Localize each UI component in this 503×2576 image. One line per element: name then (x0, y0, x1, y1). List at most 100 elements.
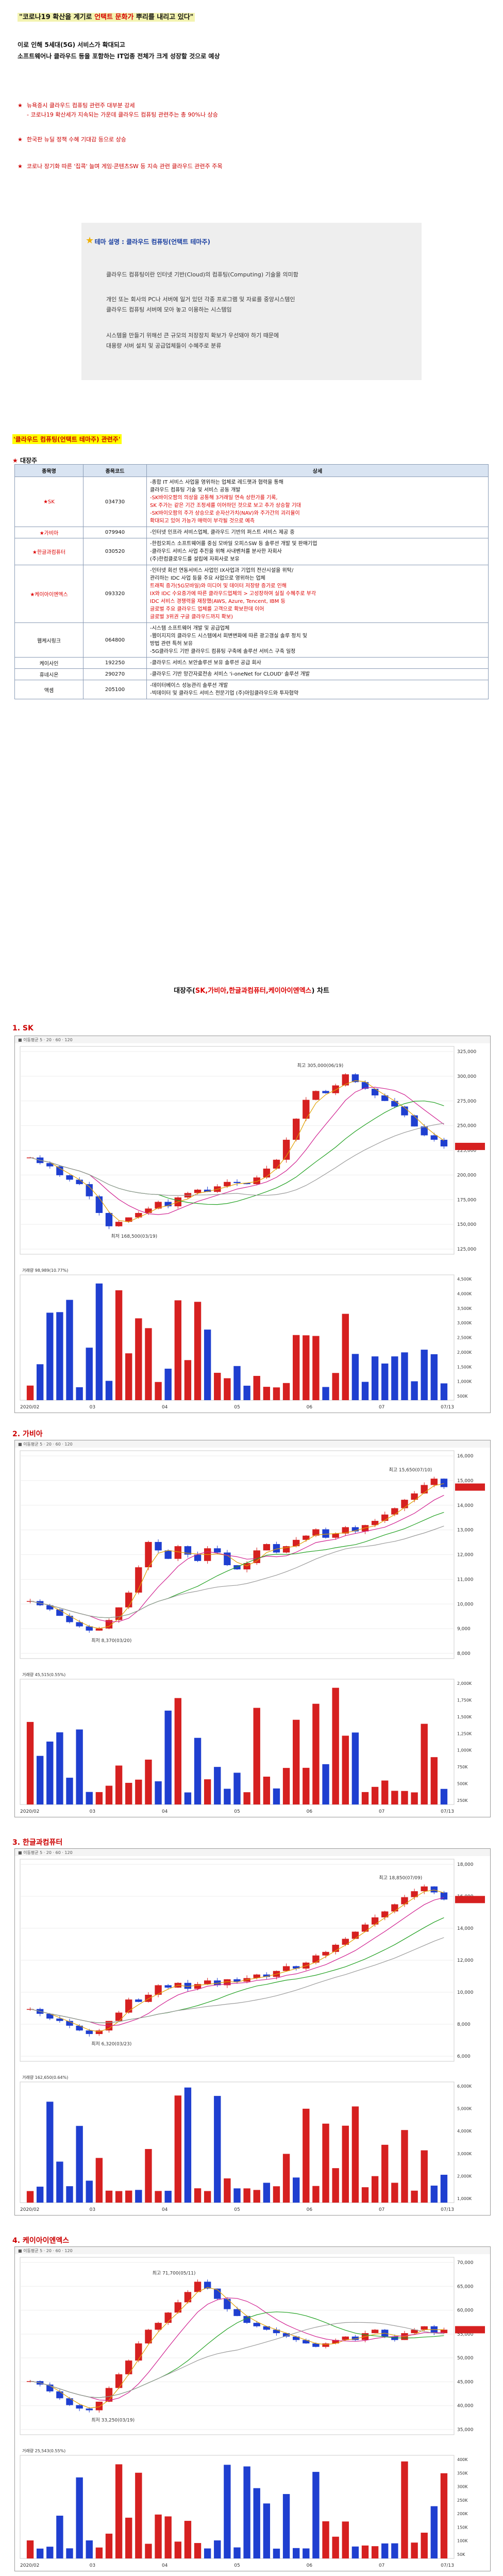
candle-body (174, 2302, 181, 2313)
candle-body (155, 2323, 162, 2330)
y-tick-label: 14,000 (457, 1503, 474, 1508)
volume-bar (46, 1741, 54, 1804)
stock-detail: -시스템 소프트웨어 개발 및 공급업체 -웹이지지의 클라우드 시스템에서 회변… (146, 622, 489, 658)
x-tick-label: 2020/02 (20, 2207, 39, 2212)
stock-code: 093320 (83, 565, 147, 623)
volume-bar (322, 2123, 329, 2203)
volume-bar (273, 1387, 280, 1400)
candle-body (361, 1082, 369, 1089)
volume-bar (184, 2521, 192, 2558)
volume-bar (361, 2187, 369, 2203)
volume-bar (342, 2125, 349, 2203)
y-tick-label: 6,000 (457, 2054, 471, 2059)
y-tick-label: 13,000 (457, 1528, 474, 1533)
candle-body (332, 2340, 339, 2344)
volume-bar (184, 1792, 192, 1804)
candle-body (86, 1626, 93, 1631)
candle-body (56, 2391, 63, 2399)
detail-line: -인터넷 인프라 서비스업체, 클라우드 기반의 퍼스트 서비스 제공 중 (150, 530, 295, 535)
candle-body (361, 1924, 369, 1932)
volume-bar (322, 1387, 329, 1400)
moving-average-line (30, 2298, 444, 2401)
volume-bar (430, 1757, 438, 1804)
candle-body (115, 2374, 123, 2388)
candle-body (312, 1955, 320, 1963)
chart-svg: ■ 이동평균 5 · 20 · 60 · 12018,00016,00014,0… (15, 1849, 490, 2212)
y-tick-label: 275,000 (457, 1099, 476, 1104)
volume-bar (214, 1767, 221, 1804)
candle-body (105, 1620, 113, 1629)
volume-bar (76, 1387, 83, 1400)
volume-tick-label: 2,000K (457, 2174, 472, 2178)
volume-label: 거래량 98,989(10.77%) (22, 1268, 68, 1273)
table-label-text: 대장주 (20, 457, 38, 464)
candle-body (401, 1500, 408, 1508)
volume-bar (86, 2540, 93, 2558)
price-high-label: 최고 305,000(06/19) (297, 1063, 344, 1069)
volume-bar (105, 1785, 113, 1804)
volume-bar (322, 2521, 329, 2558)
volume-bar (303, 1767, 310, 1804)
volume-bar (115, 2191, 123, 2203)
volume-bar (332, 2168, 339, 2203)
volume-bar (145, 2149, 152, 2203)
table-row: ★케이아이엔엑스 093320 -인터넷 회선 연동서비스 사업인 IX사업과 기업… (14, 565, 489, 623)
candle-body (253, 1177, 260, 1185)
theme-box: ★ 테마 설명 : 클라우드 컴퓨팅(언택트 테마주) 클라우드 컴퓨팅이란 인… (81, 223, 422, 380)
candle-body (164, 1202, 172, 1207)
stock-code: 192250 (83, 657, 147, 669)
stock-name: 케이사인 (14, 657, 83, 669)
volume-bar (371, 2176, 379, 2203)
candle-body (322, 1091, 329, 1093)
x-tick-label: 04 (162, 1809, 168, 1814)
volume-tick-label: 50K (457, 2552, 465, 2557)
chart-title: 2. 가비아 (12, 1430, 43, 1438)
candle-body (174, 1546, 181, 1559)
detail-line: -SK바이오팜의 의상을 공통해 3거래일 연속 상한가를 기록, (150, 495, 278, 501)
chart-title-post: ) 차트 (311, 987, 329, 995)
candle-body (391, 2336, 398, 2340)
candle-body (430, 1479, 438, 1485)
detail-line: 방법 관련 특허 보유 (150, 641, 193, 647)
chart-frame: ■ 이동평균 5 · 20 · 60 · 120 16,000 15,000 14,0… (14, 1440, 491, 1817)
volume-bar (66, 2548, 73, 2558)
star-icon: ★ (86, 235, 94, 246)
volume-bar (293, 1719, 300, 1804)
volume-bar (361, 1382, 369, 1400)
candle-body (263, 1168, 271, 1178)
theme-title: 테마 설명 : 클라우드 컴퓨팅(언택트 테마주) (94, 238, 210, 245)
candle-body (135, 1999, 142, 2002)
candle-body (411, 1115, 418, 1127)
volume-bar (332, 2536, 339, 2558)
volume-bar (204, 2191, 211, 2203)
volume-bar (312, 1336, 320, 1400)
volume-bar (322, 1764, 329, 1804)
volume-bar (233, 2188, 241, 2203)
candle-body (282, 1140, 290, 1160)
candle-body (243, 1183, 250, 1185)
candle-body (135, 2343, 142, 2361)
volume-bar (293, 1335, 300, 1400)
volume-bar (214, 2540, 221, 2558)
chart-hancom: 3. 한글과컴퓨터 ■ 이동평균 5 · 20 · 60 · 120 18,000… (12, 1837, 492, 2219)
candle-body (233, 1979, 241, 1982)
volume-bar (224, 2465, 231, 2558)
moving-average-line (30, 2322, 444, 2398)
candle-body (273, 1544, 280, 1553)
volume-bar (401, 2461, 408, 2558)
candle-body (332, 1085, 339, 1093)
theme-paragraph-3b: 대용량 서버 설치 및 공급업체들이 수혜주로 분류 (106, 342, 222, 349)
candle-body (332, 1945, 339, 1952)
volume-bar (26, 2191, 34, 2203)
candle-body (46, 2013, 54, 2019)
y-tick-label: 9,000 (457, 1627, 471, 1632)
stock-detail: -종합 IT 서비스 사업을 영위하는 업체로 레드햇과 협력을 통해 클라우드 … (146, 477, 489, 527)
detail-line: SK 주가는 같은 기간 조정세를 이어하던 것으로 보고 추가 상승할 기대 (150, 503, 301, 508)
volume-bar (381, 2543, 389, 2558)
chart-frame: ■ 이동평균 5 · 20 · 60 · 120 325,000 300,000 27… (14, 1036, 491, 1413)
price-low-label: 최저 6,320(03/23) (91, 2041, 131, 2047)
x-tick-label: 06 (307, 2207, 313, 2212)
volume-bar (263, 2503, 271, 2558)
volume-label: 거래량 25,543(0.55%) (22, 2448, 65, 2453)
volume-bar (194, 1302, 202, 1400)
